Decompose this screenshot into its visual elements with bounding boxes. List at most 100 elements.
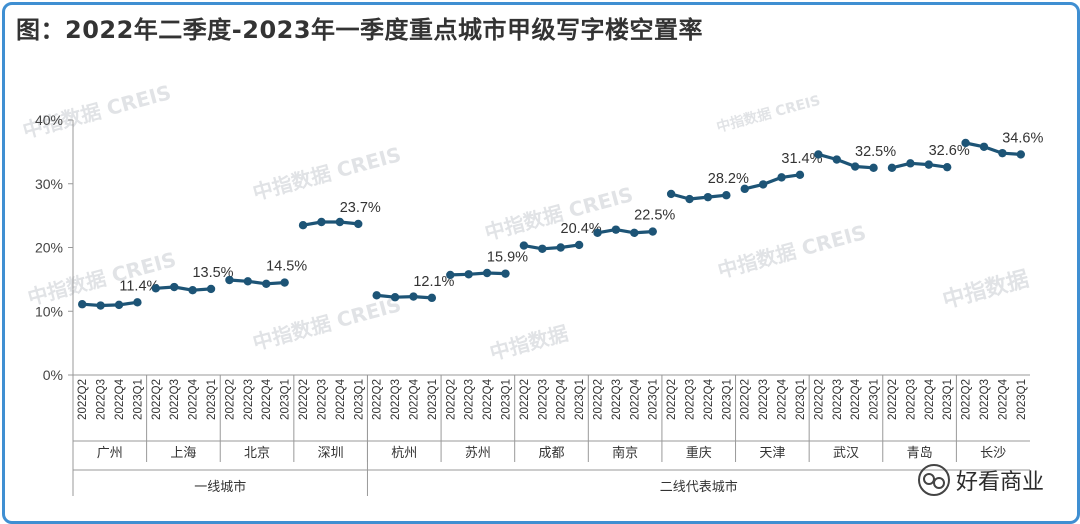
data-point [206, 284, 216, 294]
data-point [133, 298, 142, 307]
city-label: 北京 [244, 446, 270, 461]
city-label: 成都 [538, 446, 564, 461]
data-point [501, 269, 510, 278]
data-point [243, 277, 253, 286]
series-line [965, 141, 1021, 156]
data-point [427, 293, 437, 303]
data-label: 31.4% [781, 151, 822, 167]
group-label: 一线城市 [194, 479, 246, 495]
data-label: 23.7% [340, 200, 381, 216]
data-point [446, 270, 455, 280]
series-line [376, 293, 433, 300]
data-label: 22.5% [634, 208, 675, 224]
wechat-logo-icon [917, 464, 950, 496]
data-point [298, 220, 308, 230]
x-tick-label: 2022Q4 [850, 378, 862, 420]
data-point [795, 170, 805, 180]
x-tick-label: 2022Q3 [169, 379, 181, 420]
series-line [229, 278, 285, 286]
data-point [390, 293, 400, 302]
x-tick-label: 2023Q1 [1016, 379, 1028, 420]
x-tick-label: 2023Q1 [721, 379, 733, 420]
x-tick-label: 2022Q3 [832, 379, 844, 420]
data-point [335, 217, 345, 227]
y-tick-label: 30% [35, 176, 63, 192]
data-point [114, 300, 124, 310]
data-label: 32.5% [855, 144, 896, 160]
x-tick-label: 2023Q1 [427, 379, 439, 420]
series-line [302, 220, 359, 227]
data-point [593, 228, 602, 238]
data-label: 11.4% [119, 278, 159, 294]
x-tick-label: 2022Q4 [629, 378, 641, 420]
data-point [924, 160, 933, 169]
watermark-text: 中指数据 CREIS [250, 292, 404, 355]
data-point [225, 275, 234, 285]
x-tick-label: 2023Q1 [795, 379, 807, 420]
x-tick-label: 2022Q3 [979, 379, 991, 420]
watermark-text: 中指数据 [940, 266, 1032, 314]
x-tick-label: 2023Q1 [206, 379, 218, 420]
watermark-text: 中指数据 CREIS [482, 182, 636, 245]
x-tick-label: 2022Q4 [482, 378, 494, 420]
data-point [648, 227, 657, 236]
x-tick-label: 2022Q3 [464, 379, 476, 420]
x-tick-label: 2022Q3 [390, 379, 402, 420]
data-point [703, 192, 713, 202]
x-tick-label: 2022Q3 [243, 379, 255, 420]
data-point [188, 286, 197, 295]
series-line [155, 285, 212, 292]
x-tick-label: 2022Q3 [685, 379, 697, 420]
series-line [891, 161, 948, 170]
city-label: 南京 [612, 445, 638, 461]
data-label: 20.4% [561, 221, 602, 237]
x-tick-label: 2023Q1 [353, 379, 365, 420]
data-point [740, 184, 749, 194]
data-point [317, 217, 326, 227]
x-tick-label: 2022Q4 [261, 378, 273, 420]
city-label: 广州 [97, 446, 123, 461]
data-point [685, 194, 694, 204]
series-line [744, 173, 801, 191]
data-point [482, 268, 492, 278]
brand-name: 好看商业 [955, 470, 1044, 495]
data-point [666, 189, 676, 199]
series-line [597, 228, 653, 235]
x-tick-label: 2023Q1 [500, 379, 512, 420]
data-point [611, 225, 621, 234]
x-tick-label: 2022Q2 [372, 379, 384, 420]
x-tick-label: 2022Q3 [758, 379, 770, 420]
x-tick-label: 2022Q4 [777, 378, 789, 420]
data-point [170, 282, 179, 292]
x-tick-label: 2023Q1 [942, 379, 954, 420]
data-point [151, 284, 161, 293]
data-point [538, 244, 547, 253]
data-label: 12.1% [413, 274, 454, 290]
x-tick-label: 2022Q4 [408, 378, 420, 420]
x-tick-label: 2022Q2 [224, 379, 236, 420]
x-tick-label: 2022Q4 [703, 378, 715, 420]
data-point [906, 159, 915, 168]
y-tick-label: 10% [35, 303, 63, 319]
data-point [464, 270, 473, 279]
x-tick-label: 2022Q4 [556, 378, 568, 420]
x-tick-label: 2023Q1 [869, 379, 881, 420]
x-tick-label: 2022Q4 [924, 378, 936, 420]
data-point [409, 292, 418, 301]
watermark-text: 中指数据 CREIS [715, 220, 869, 283]
x-tick-label: 2022Q2 [519, 379, 531, 420]
x-tick-label: 2022Q2 [151, 379, 163, 420]
data-point [850, 162, 860, 171]
city-label: 青岛 [907, 445, 933, 461]
series-line [817, 152, 874, 170]
data-label: 32.6% [929, 143, 970, 159]
data-point [777, 173, 786, 182]
page-title: 图：2022年二季度-2023年一季度重点城市甲级写字楼空置率 [16, 16, 704, 44]
data-point [556, 243, 565, 252]
x-tick-label: 2022Q2 [298, 379, 310, 420]
data-point [814, 150, 823, 159]
city-label: 武汉 [833, 446, 859, 461]
data-point [832, 155, 841, 164]
data-point [758, 180, 768, 189]
